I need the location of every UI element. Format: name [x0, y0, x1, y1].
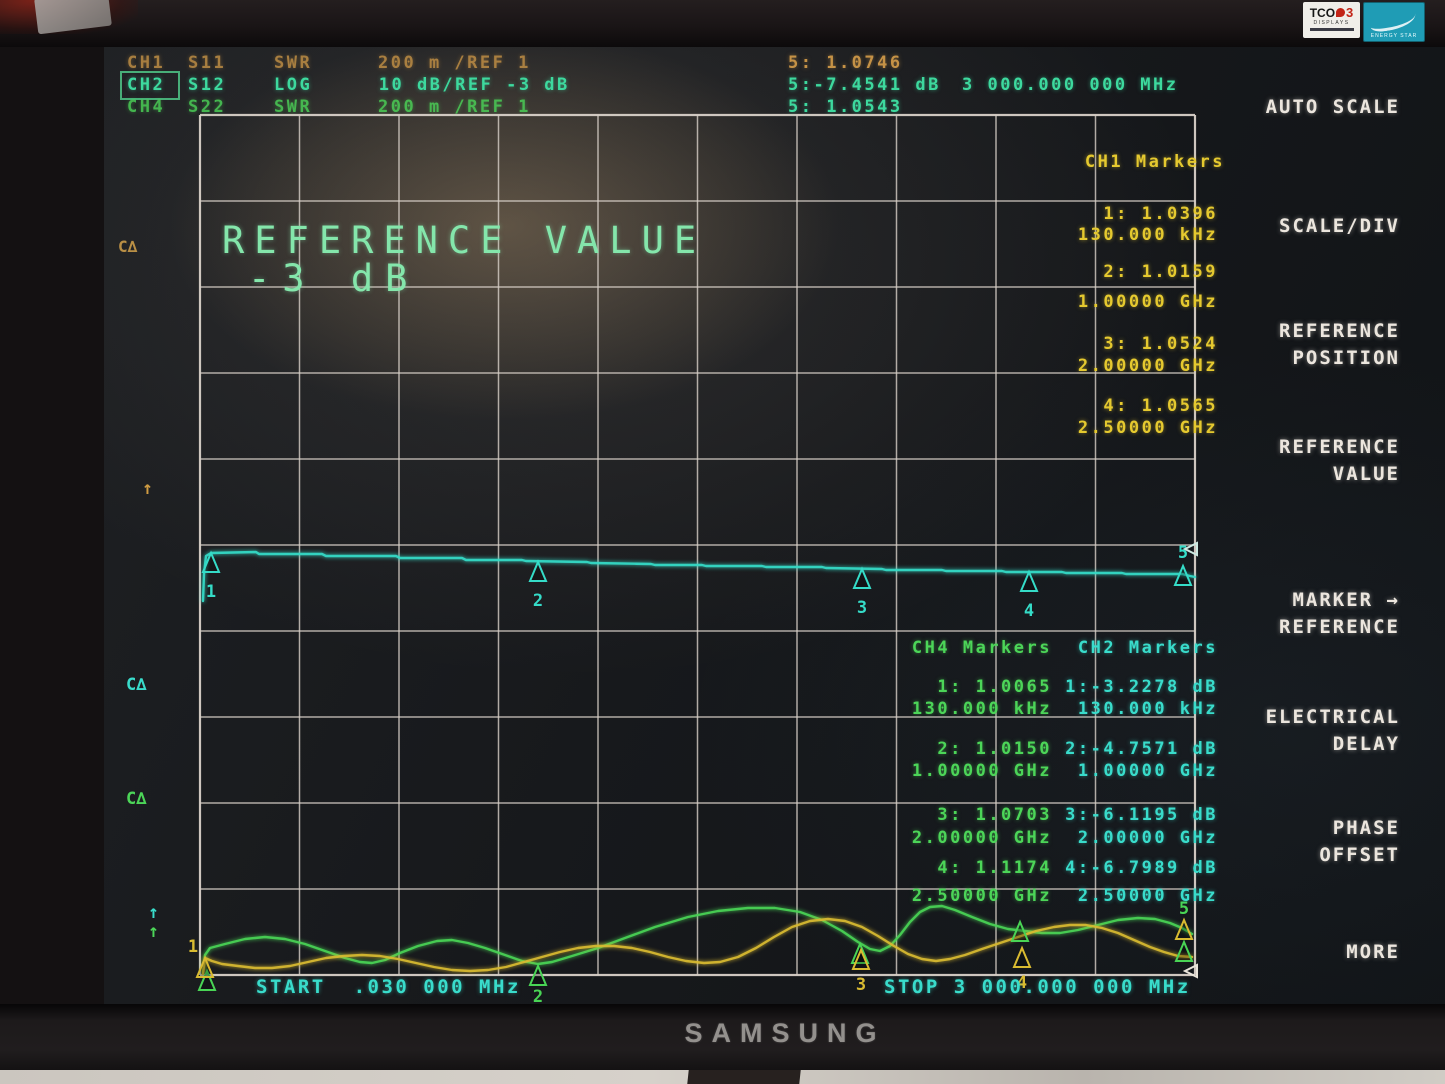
ch2-marker1-freq: 130.000 kHz — [1077, 699, 1218, 719]
ch1-scale: 200 m /REF 1 — [378, 53, 531, 73]
ch4-label: CH4 — [127, 97, 166, 117]
ch4-format: SWR — [274, 97, 313, 117]
softkey-label: MARKER → — [1292, 589, 1400, 611]
ch2-marker3-value: 3:-6.1195 dB — [1065, 805, 1218, 825]
ch2-sparam: S12 — [188, 75, 227, 95]
active-channel-box — [120, 71, 180, 100]
monitor-stand — [687, 1070, 801, 1084]
ch1-marker4-value: 4: 1.0565 — [1103, 396, 1218, 416]
ch2-marker3-freq: 2.00000 GHz — [1077, 828, 1218, 848]
tco-bar — [1309, 28, 1354, 31]
softkey-auto-scale[interactable]: AUTO SCALE — [1266, 94, 1400, 121]
readout-marker5-ch1: 5: 1.0746 — [788, 53, 903, 73]
stop-frequency-label: STOP 3 000.000 000 MHz — [884, 976, 1191, 998]
softkey-label: MORE — [1346, 941, 1400, 963]
ch4-marker4-value: 4: 1.1174 — [937, 858, 1052, 878]
ch4-marker2-value: 2: 1.0150 — [937, 739, 1052, 759]
softkey-label: REFERENCE — [1279, 320, 1400, 342]
softkey-label: AUTO SCALE — [1265, 96, 1400, 118]
softkey-more[interactable]: MORE — [1346, 939, 1400, 966]
ch2-scale: 10 dB/REF -3 dB — [366, 75, 570, 95]
ch1-marker3-value: 3: 1.0524 — [1103, 334, 1218, 354]
message-line2: -3 dB — [248, 257, 420, 300]
ch4-markers-title: CH4 Markers — [911, 638, 1052, 658]
ch2-marker4-value: 4:-6.7989 dB — [1065, 858, 1218, 878]
ch2-format: LOG — [274, 75, 313, 95]
readout-marker5-ch2: 5:-7.4541 dB — [788, 75, 941, 95]
softkey-label: ELECTRICAL — [1265, 706, 1400, 728]
ch2-marker2-value: 2:-4.7571 dB — [1065, 739, 1218, 759]
tco-number: 3 — [1346, 5, 1354, 20]
ch1-marker4-freq: 2.50000 GHz — [1077, 418, 1218, 438]
ch2-marker2-freq: 1.00000 GHz — [1077, 761, 1218, 781]
softkey-reference-position[interactable]: REFERENCE POSITION — [1279, 318, 1400, 372]
readout-marker5-ch4: 5: 1.0543 — [788, 97, 903, 117]
readout-marker5-freq: 3 000.000 000 MHz — [962, 75, 1179, 95]
ch4-sparam: S22 — [188, 97, 227, 117]
softkey-label: VALUE — [1332, 463, 1400, 485]
samsung-logo: SAMSUNG — [684, 1018, 886, 1048]
ch2-marker4-freq: 2.50000 GHz — [1077, 886, 1218, 906]
ch4-marker3-value: 3: 1.0703 — [937, 805, 1052, 825]
ch4-marker1-value: 1: 1.0065 — [937, 677, 1052, 697]
ch4-marker2-freq: 1.00000 GHz — [911, 761, 1052, 781]
softkey-label: REFERENCE — [1279, 436, 1400, 458]
energy-star-swoosh-icon — [1368, 7, 1418, 34]
energy-star-sticker: ENERGY STAR — [1363, 2, 1425, 42]
softkey-electrical-delay[interactable]: ELECTRICAL DELAY — [1266, 704, 1400, 758]
bezel-top: TCO 3 DISPLAYS ENERGY STAR — [0, 0, 1445, 47]
ch1-sparam: S11 — [188, 53, 227, 73]
ch1-format: SWR — [274, 53, 313, 73]
ch2-label: CH2 — [127, 75, 166, 95]
softkey-label: REFERENCE — [1279, 616, 1400, 638]
ch1-marker1-value: 1: 1.0396 — [1103, 204, 1218, 224]
tco-subtitle: DISPLAYS — [1313, 20, 1350, 26]
softkey-marker-to-reference[interactable]: MARKER → REFERENCE — [1279, 587, 1400, 641]
ch1-markers-title: CH1 Markers — [1084, 152, 1225, 172]
ch2-markers-title: CH2 Markers — [1077, 638, 1218, 658]
ch1-label: CH1 — [127, 53, 166, 73]
tco-sticker: TCO 3 DISPLAYS — [1303, 2, 1360, 38]
ch4-marker1-freq: 130.000 kHz — [911, 699, 1052, 719]
crt-screen — [104, 46, 1445, 1004]
start-frequency-label: START .030 000 MHz — [256, 976, 521, 998]
tco-dot-icon — [1336, 8, 1346, 17]
ch1-marker2-freq: 1.00000 GHz — [1077, 292, 1218, 312]
ch1-marker2-value: 2: 1.0159 — [1103, 262, 1218, 282]
softkey-label: DELAY — [1332, 733, 1400, 755]
ch2-marker1-value: 1:-3.2278 dB — [1065, 677, 1218, 697]
ch1-marker1-freq: 130.000 kHz — [1077, 225, 1218, 245]
softkey-label: PHASE — [1332, 817, 1400, 839]
ch1-marker3-freq: 2.00000 GHz — [1077, 356, 1218, 376]
bezel-bottom — [0, 1004, 1445, 1070]
softkey-label: POSITION — [1292, 347, 1400, 369]
softkey-phase-offset[interactable]: PHASE OFFSET — [1319, 815, 1400, 869]
softkey-scale-div[interactable]: SCALE/DIV — [1279, 213, 1400, 240]
tco-title: TCO — [1309, 5, 1336, 20]
energy-star-label: ENERGY STAR — [1370, 33, 1418, 39]
message-line1: REFERENCE VALUE — [222, 219, 707, 262]
ch4-scale: 200 m /REF 1 — [378, 97, 531, 117]
softkey-label: SCALE/DIV — [1279, 215, 1400, 237]
softkey-label: OFFSET — [1319, 844, 1400, 866]
softkey-reference-value[interactable]: REFERENCE VALUE — [1279, 434, 1400, 488]
ch4-marker4-freq: 2.50000 GHz — [911, 886, 1052, 906]
ch4-marker3-freq: 2.00000 GHz — [911, 828, 1052, 848]
